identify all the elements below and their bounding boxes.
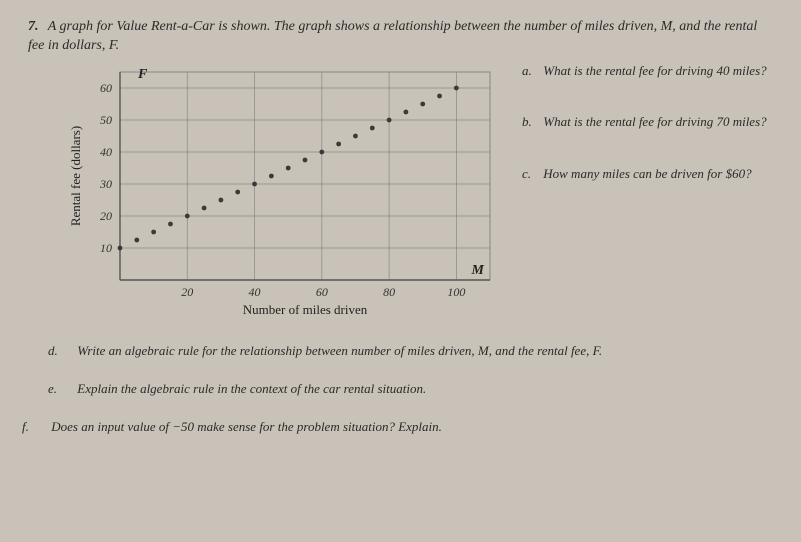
svg-text:60: 60 — [316, 285, 328, 299]
text-a: What is the rental fee for driving 40 mi… — [543, 63, 766, 78]
svg-text:20: 20 — [181, 285, 193, 299]
text-c: How many miles can be driven for $60? — [543, 166, 751, 181]
sub-question-b: b. What is the rental fee for driving 70… — [522, 113, 773, 131]
svg-text:40: 40 — [100, 145, 112, 159]
scatter-chart: 20 40 60 80 100 10 20 30 40 50 60 F M Number of miles… — [64, 62, 504, 322]
svg-text:Number of miles driven: Number of miles driven — [243, 302, 368, 317]
sub-question-d: d. Write an algebraic rule for the relat… — [48, 342, 773, 360]
svg-text:Rental fee (dollars): Rental fee (dollars) — [68, 126, 83, 226]
svg-text:30: 30 — [99, 177, 112, 191]
svg-text:50: 50 — [100, 113, 112, 127]
letter-a: a. — [522, 62, 540, 80]
text-b: What is the rental fee for driving 70 mi… — [543, 114, 766, 129]
svg-text:40: 40 — [249, 285, 261, 299]
letter-c: c. — [522, 165, 540, 183]
letter-b: b. — [522, 113, 540, 131]
sub-question-a: a. What is the rental fee for driving 40… — [522, 62, 773, 80]
svg-text:20: 20 — [100, 209, 112, 223]
text-e: Explain the algebraic rule in the contex… — [77, 381, 426, 396]
svg-text:M: M — [471, 263, 485, 278]
sub-question-c: c. How many miles can be driven for $60? — [522, 165, 773, 183]
svg-text:60: 60 — [100, 81, 112, 95]
text-f: Does an input value of −50 make sense fo… — [51, 419, 442, 434]
question-intro: 7. A graph for Value Rent-a-Car is shown… — [28, 18, 773, 56]
sub-question-f: f. Does an input value of −50 make sense… — [22, 418, 773, 436]
text-d: Write an algebraic rule for the relation… — [77, 343, 602, 358]
question-number: 7. — [28, 19, 39, 34]
svg-text:80: 80 — [383, 285, 395, 299]
sub-question-e: e. Explain the algebraic rule in the con… — [48, 380, 773, 398]
intro-text: A graph for Value Rent-a-Car is shown. T… — [28, 19, 757, 53]
svg-text:F: F — [137, 67, 148, 82]
svg-text:100: 100 — [447, 285, 465, 299]
letter-f: f. — [22, 418, 38, 436]
chart-container: 20 40 60 80 100 10 20 30 40 50 60 F M Number of miles… — [64, 62, 504, 322]
letter-e: e. — [48, 380, 64, 398]
svg-text:10: 10 — [100, 241, 112, 255]
letter-d: d. — [48, 342, 64, 360]
